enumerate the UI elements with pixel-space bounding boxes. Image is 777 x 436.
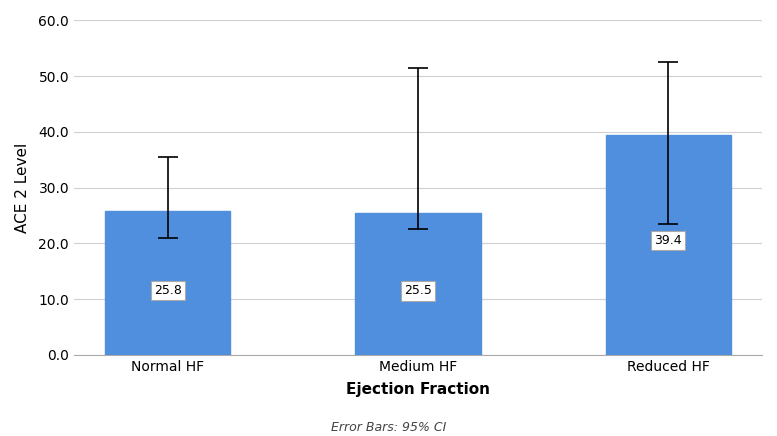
Text: Error Bars: 95% CI: Error Bars: 95% CI <box>331 421 446 434</box>
Text: 25.5: 25.5 <box>404 284 432 297</box>
Y-axis label: ACE 2 Level: ACE 2 Level <box>15 143 30 233</box>
Bar <box>355 213 480 355</box>
Text: 39.4: 39.4 <box>654 234 682 247</box>
Bar <box>105 211 230 355</box>
Bar <box>605 135 730 355</box>
Text: 25.8: 25.8 <box>154 284 182 296</box>
X-axis label: Ejection Fraction: Ejection Fraction <box>346 382 490 397</box>
